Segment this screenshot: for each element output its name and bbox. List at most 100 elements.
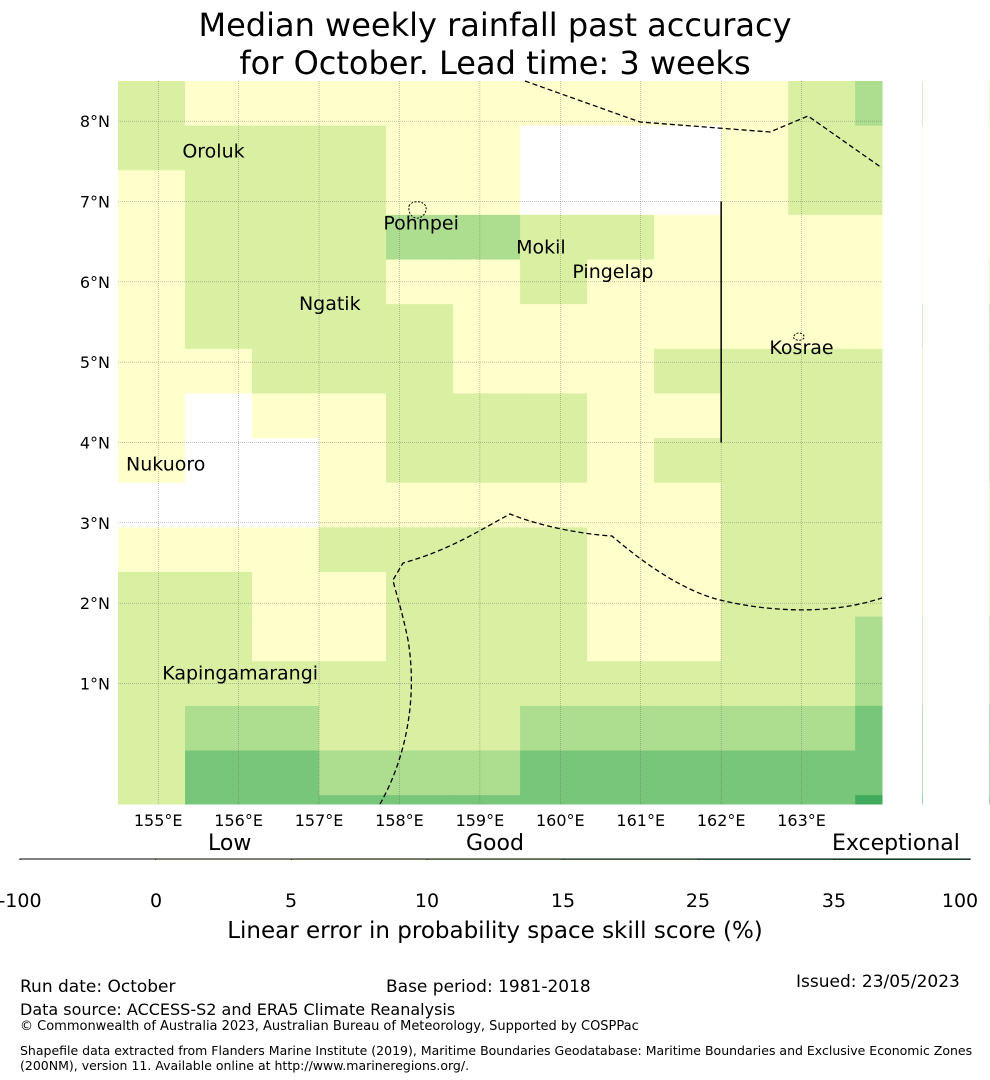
gridlines [118,81,882,804]
grid-cell [252,571,320,618]
grid-cell [252,616,320,662]
grid-cell [118,482,186,528]
grid-cell [989,482,990,528]
grid-cell [989,661,990,707]
grid-cell [386,482,454,528]
grid-cell [252,214,320,261]
grid-cell [118,304,186,350]
eez-boundary-south [379,513,883,805]
grid-cell [721,571,789,618]
colorbar-tick: 10 [414,890,440,912]
grid-cell [319,393,387,439]
longitude-tick-label: 163°E [777,811,826,830]
grid-cell [654,125,722,171]
grid-cell [587,482,655,528]
grid-cell [587,81,655,127]
place-label: Kosrae [769,337,833,359]
grid-cell [118,661,186,707]
latitude-tick-label: 3°N [80,514,110,533]
grid-cell [587,750,655,796]
grid-cell [922,438,923,484]
grid-cell [185,482,253,528]
grid-cell [855,438,883,484]
grid-cell [185,170,253,216]
grid-cell [252,527,320,573]
grid-cell [788,616,856,662]
grid-cell [855,482,883,528]
grid-cell [520,259,588,305]
grid-cell [654,571,722,618]
grid-cell [788,795,856,805]
grid-cell [922,795,923,805]
copyright: © Commonwealth of Australia 2023, Austra… [20,1019,639,1034]
grid-cell [922,214,923,261]
grid-cell [520,81,588,127]
grid-cell [855,304,883,350]
grid-cell [855,81,883,127]
grid-cell [587,259,655,305]
grid-cell [252,170,320,216]
grid-cell [788,214,856,261]
grid-cell [654,438,722,484]
grid-cell [386,170,454,216]
grid-cell [989,571,990,618]
grid-cell [453,393,521,439]
grid-cell [386,81,454,127]
grid-cell [386,125,454,171]
grid-cell [989,348,990,394]
grid-cell [654,527,722,573]
grid-cell [185,795,253,805]
latitude-tick-label: 6°N [80,273,110,292]
grid-cell [654,616,722,662]
latitude-tick-label: 7°N [80,193,110,212]
grid-cell [386,705,454,751]
grid-cell [721,661,789,707]
grid-cell [252,795,320,805]
grid-cell [989,170,990,216]
run-date: Run date: October [20,977,176,997]
grid-cell [118,795,186,805]
grid-cell [185,393,253,439]
grid-cell [721,81,789,127]
grid-cell [788,304,856,350]
grid-cell [185,125,253,171]
colorbar-title: Linear error in probability space skill … [227,918,763,944]
grid-cell [587,438,655,484]
grid-cell [520,214,588,261]
latitude-tick-label: 5°N [80,353,110,372]
grid-cell [319,214,387,261]
grid-cell [453,438,521,484]
grid-cell [721,214,789,261]
grid-cell [855,571,883,618]
grid-cell [721,482,789,528]
grid-cell [654,81,722,127]
grid-cell [520,304,588,350]
place-label: Pingelap [572,261,653,283]
grid-cell [721,616,789,662]
grid-cell [654,482,722,528]
grid-cell [118,527,186,573]
grid-cell [788,170,856,216]
grid-cell [185,616,253,662]
grid-cell [453,482,521,528]
grid-cell [788,705,856,751]
grid-cell [520,527,588,573]
grid-cell [453,527,521,573]
grid-cell [654,393,722,439]
grid-cell [989,795,990,805]
grid-cell [788,661,856,707]
grid-cell [721,750,789,796]
grid-cell [922,125,923,171]
pohnpei-outline [408,201,427,219]
grid-cell [721,795,789,805]
place-label: Pohnpei [383,213,459,235]
grid-cell [319,705,387,751]
grid-cell [252,438,320,484]
grid-cell [587,616,655,662]
grid-cell [386,214,454,261]
grid-cell [654,661,722,707]
grid-cell [721,259,789,305]
grid-cell [721,705,789,751]
longitude-tick-label: 158°E [375,811,424,830]
grid-cell [989,616,990,662]
